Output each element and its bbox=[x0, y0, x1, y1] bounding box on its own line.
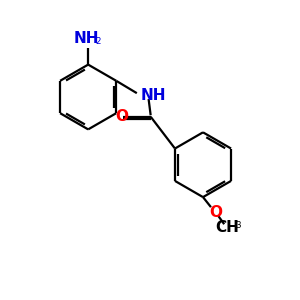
Text: $_2$: $_2$ bbox=[94, 34, 101, 47]
Text: O: O bbox=[115, 109, 128, 124]
Text: NH: NH bbox=[140, 88, 166, 103]
Text: CH: CH bbox=[215, 220, 239, 235]
Text: O: O bbox=[209, 205, 222, 220]
Text: $_3$: $_3$ bbox=[236, 218, 242, 231]
Text: NH: NH bbox=[74, 31, 99, 46]
